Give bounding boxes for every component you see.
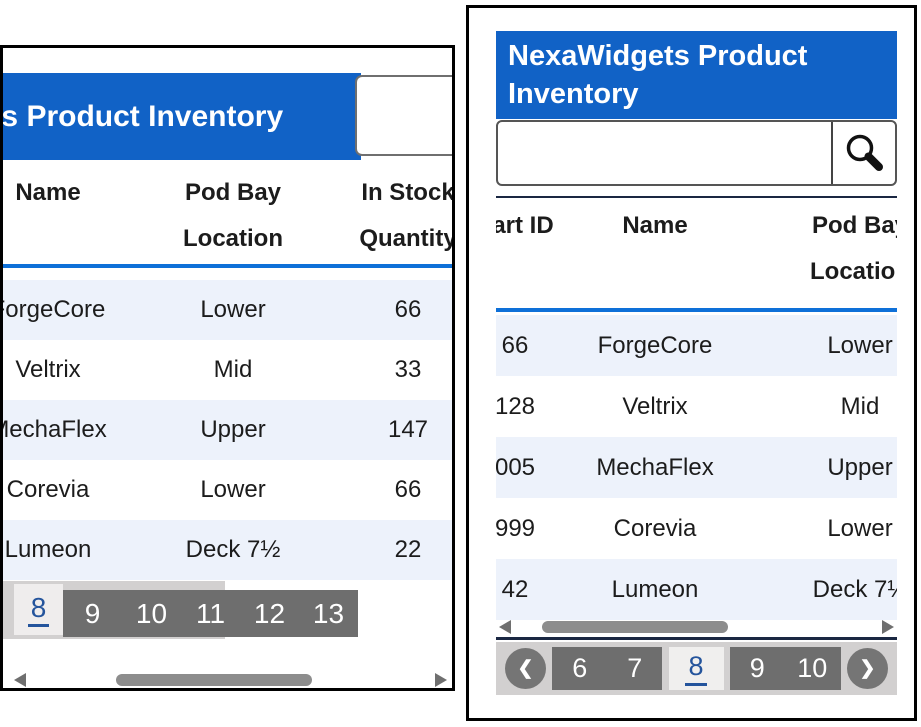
cell-part-id: 128 (496, 392, 536, 420)
chevron-left-icon: ❮ (517, 658, 534, 679)
page-button[interactable]: 7 (627, 653, 643, 683)
cell-name: ForgeCore (0, 296, 106, 323)
table-row: Lumeon Deck 7½ 22 (3, 520, 452, 580)
column-header-location: Pod Bay Location (183, 179, 283, 252)
page-button[interactable]: 9 (749, 653, 765, 683)
cell-location: Deck 7½ (185, 536, 281, 563)
table-header-divider (496, 308, 897, 312)
page-button[interactable]: 10 (135, 597, 168, 629)
search-button[interactable] (831, 122, 895, 184)
table-row: ForgeCore Lower 66 (0, 280, 452, 340)
scroll-left-arrow-icon[interactable] (499, 620, 511, 634)
table-row: 66 ForgeCore Lower (496, 315, 897, 376)
current-page-number[interactable]: 8 (685, 651, 707, 686)
cell-part-id: 999 (496, 514, 536, 542)
table-header-row: Part ID Name Pod Bay Location (496, 203, 897, 305)
page-button[interactable]: 12 (253, 597, 286, 629)
cell-location: Upper (827, 453, 893, 481)
cell-location: Lower (200, 296, 266, 323)
table-bottom-border (496, 637, 897, 640)
search-input[interactable] (498, 122, 831, 184)
horizontal-scrollbar[interactable] (496, 619, 897, 635)
pagination-bar: ❮ 6 7 8 9 10 ❯ (496, 642, 897, 695)
page-title: NexaWidgets Product Inventory (3, 73, 361, 160)
page-button[interactable]: 10 (797, 653, 828, 683)
cell-location: Upper (200, 416, 266, 443)
page-title: NexaWidgets Product Inventory (496, 31, 897, 119)
inventory-window-left: NexaWidgets Product Inventory Name Pod B… (0, 45, 455, 691)
cell-name: ForgeCore (597, 331, 713, 359)
cell-quantity: 66 (394, 296, 422, 323)
page-button-current[interactable]: 8 (668, 647, 724, 690)
cell-name: Corevia (6, 476, 90, 503)
table-row: MechaFlex Upper 147 (0, 400, 452, 460)
scrollbar-thumb[interactable] (542, 621, 728, 633)
table-row: 999 Corevia Lower (496, 498, 897, 559)
cell-location: Lower (827, 331, 893, 359)
page-button-group: 9 10 (729, 647, 841, 690)
cell-quantity: 147 (387, 416, 429, 443)
table-row: Corevia Lower 66 (3, 460, 452, 520)
cell-location: Mid (840, 392, 880, 420)
table-header-row: Name Pod Bay Location In Stock Quantity (3, 170, 455, 264)
inventory-window-right: NexaWidgets Product Inventory Part ID Na… (466, 5, 917, 721)
cell-quantity: 33 (394, 356, 422, 383)
cell-name: MechaFlex (596, 453, 714, 481)
table-header-divider (3, 264, 452, 268)
table-row: Veltrix Mid 33 (3, 340, 452, 400)
page-button[interactable]: 13 (312, 597, 345, 629)
current-page-number[interactable]: 8 (27, 592, 50, 628)
scrollbar-thumb[interactable] (116, 674, 312, 686)
scroll-left-arrow-icon[interactable] (14, 673, 26, 687)
search-icon (846, 134, 883, 171)
chevron-right-icon: ❯ (859, 658, 876, 679)
table-row: 005 MechaFlex Upper (496, 437, 897, 498)
page-button-group: 6 7 (552, 647, 663, 690)
cell-location: Lower (827, 514, 893, 542)
search-box (496, 120, 897, 186)
cell-name: Lumeon (611, 575, 699, 603)
next-page-button[interactable]: ❯ (847, 648, 888, 689)
cell-part-id: 42 (501, 575, 529, 603)
cell-quantity: 22 (394, 536, 422, 563)
column-header-quantity: In Stock Quantity (359, 179, 455, 252)
column-header-location: Pod Bay Location (810, 212, 897, 285)
scroll-right-arrow-icon[interactable] (435, 673, 447, 687)
table-scroll-region: Part ID Name Pod Bay Location 66 ForgeCo… (496, 200, 897, 624)
cell-name: Veltrix (15, 356, 81, 383)
cell-part-id: 66 (501, 331, 529, 359)
column-header-name: Name (622, 212, 688, 239)
horizontal-scrollbar[interactable] (3, 672, 452, 688)
search-input[interactable] (355, 75, 452, 156)
header-divider (496, 196, 897, 198)
page-button[interactable]: 9 (84, 597, 101, 629)
page-button[interactable]: 6 (572, 653, 588, 683)
cell-name: Corevia (613, 514, 697, 542)
cell-location: Lower (200, 476, 266, 503)
cell-location: Mid (213, 356, 253, 383)
cell-name: Lumeon (4, 536, 92, 563)
cell-name: Veltrix (622, 392, 688, 420)
page-button-current[interactable]: 8 (14, 584, 63, 635)
cell-quantity: 66 (394, 476, 422, 503)
column-header-part-id: Part ID (496, 212, 554, 239)
column-header-name: Name (15, 179, 81, 206)
cell-location: Deck 7½ (812, 575, 897, 603)
table-row: 42 Lumeon Deck 7½ (496, 559, 897, 620)
previous-page-button[interactable]: ❮ (505, 648, 546, 689)
scroll-right-arrow-icon[interactable] (882, 620, 894, 634)
cell-name: MechaFlex (0, 416, 107, 443)
table-row: 128 Veltrix Mid (496, 376, 897, 437)
page-button[interactable]: 11 (195, 597, 226, 629)
cell-part-id: 005 (496, 453, 536, 481)
page-button-group: 9 10 11 12 13 (63, 590, 358, 637)
